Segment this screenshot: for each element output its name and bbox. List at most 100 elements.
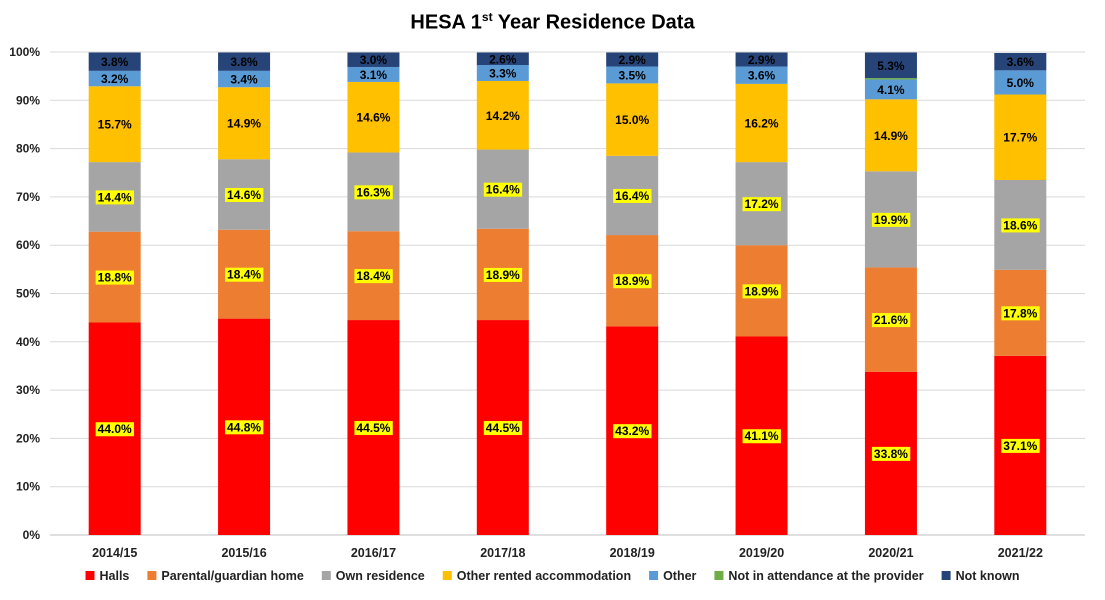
data-label-text: 17.7% bbox=[1003, 131, 1037, 145]
data-label-text: 16.2% bbox=[745, 117, 779, 131]
bar-segment bbox=[476, 52, 529, 66]
data-label: 14.6% bbox=[225, 187, 264, 202]
data-label-text: 3.2% bbox=[101, 72, 129, 86]
data-label: 16.4% bbox=[483, 182, 523, 197]
data-label-text: 14.6% bbox=[356, 111, 390, 125]
legend-label: Halls bbox=[100, 569, 130, 583]
bar-segment bbox=[864, 99, 917, 172]
legend-swatch bbox=[714, 571, 724, 580]
data-label-highlight bbox=[742, 197, 781, 212]
data-label-highlight bbox=[95, 270, 135, 285]
data-labels: 44.0% 18.8% 14.4% 15.7% 3.2% 3.8% 44.8% 18.4% 14… bbox=[95, 52, 1040, 461]
data-label-highlight bbox=[613, 424, 652, 439]
legend-item: Other rented accommodation bbox=[442, 569, 631, 583]
data-label: 3.8% bbox=[230, 55, 258, 69]
bar-segment bbox=[476, 80, 529, 150]
y-tick-label: 60% bbox=[16, 238, 40, 252]
data-label: 17.7% bbox=[1003, 131, 1037, 145]
bar-segment bbox=[735, 52, 788, 67]
data-label: 14.9% bbox=[227, 117, 261, 131]
data-label-text: 18.9% bbox=[745, 284, 779, 298]
y-tick-label: 80% bbox=[16, 142, 40, 156]
chart-title-rest: Year Residence Data bbox=[492, 11, 695, 34]
data-label-text: 3.6% bbox=[748, 69, 776, 83]
x-tick-label: 2016/17 bbox=[351, 546, 396, 560]
x-tick-label: 2014/15 bbox=[92, 546, 137, 560]
data-label-text: 14.9% bbox=[874, 129, 908, 143]
data-label: 3.3% bbox=[489, 67, 517, 81]
data-label: 3.5% bbox=[619, 68, 647, 82]
data-label: 33.8% bbox=[871, 446, 911, 461]
data-label-text: 44.0% bbox=[98, 422, 132, 436]
y-axis-ticks: 0% 10% 20% 30% 40% 50% 60% 70% 80% 90% 100% bbox=[9, 45, 40, 542]
bar-segment bbox=[218, 70, 271, 88]
legend: Halls Parental/guardian home Own residence… bbox=[85, 569, 1020, 583]
data-label-highlight bbox=[95, 190, 135, 205]
data-label-text: 15.7% bbox=[98, 118, 132, 132]
y-tick-label: 20% bbox=[16, 431, 40, 445]
x-tick-label: 2017/18 bbox=[480, 546, 525, 560]
y-tick-label: 90% bbox=[16, 93, 40, 107]
data-label: 3.0% bbox=[360, 53, 388, 67]
bar-segment bbox=[347, 81, 400, 153]
data-label: 19.9% bbox=[871, 212, 911, 227]
bar-segment bbox=[347, 52, 400, 67]
bar-segment bbox=[735, 83, 788, 163]
data-label-highlight bbox=[354, 421, 393, 436]
bar-segment bbox=[88, 70, 141, 87]
data-label-highlight bbox=[354, 185, 393, 200]
bar-segment bbox=[994, 94, 1047, 180]
bar-segment bbox=[218, 52, 271, 71]
y-tick-label: 100% bbox=[9, 45, 40, 59]
data-label-text: 14.2% bbox=[486, 109, 520, 123]
data-label-text: 33.8% bbox=[874, 447, 908, 461]
data-label: 18.4% bbox=[354, 269, 393, 284]
x-tick-label: 2015/16 bbox=[221, 546, 266, 560]
data-label-highlight bbox=[1001, 218, 1040, 233]
data-label: 3.6% bbox=[1007, 55, 1035, 69]
data-label-text: 18.9% bbox=[486, 268, 520, 282]
data-label: 3.1% bbox=[360, 68, 388, 82]
data-label-text: 2.9% bbox=[748, 53, 776, 67]
data-label: 43.2% bbox=[613, 424, 652, 439]
data-label-text: 44.5% bbox=[486, 421, 520, 435]
data-label: 18.4% bbox=[225, 267, 264, 282]
x-axis-ticks: 2014/15 2015/16 2016/17 2017/18 2018/19 2019/… bbox=[92, 546, 1043, 560]
data-label: 15.7% bbox=[98, 118, 132, 132]
data-label-highlight bbox=[483, 421, 523, 436]
data-label-text: 3.0% bbox=[360, 53, 388, 67]
x-tick-label: 2020/21 bbox=[868, 546, 913, 560]
legend-label: Not known bbox=[956, 569, 1020, 583]
data-label-highlight bbox=[742, 284, 781, 299]
data-label-text: 14.9% bbox=[227, 117, 261, 131]
data-label-text: 3.3% bbox=[489, 67, 517, 81]
data-label-highlight bbox=[613, 274, 652, 289]
legend-label: Parental/guardian home bbox=[161, 569, 303, 583]
bar-segment bbox=[864, 52, 917, 79]
bar-segment bbox=[994, 70, 1047, 95]
bar-segment bbox=[88, 86, 141, 163]
data-label-text: 43.2% bbox=[615, 424, 649, 438]
legend-swatch bbox=[649, 571, 659, 580]
data-label: 3.2% bbox=[101, 72, 129, 86]
data-label-text: 18.9% bbox=[615, 274, 649, 288]
data-label-text: 2.6% bbox=[489, 52, 517, 66]
data-label: 41.1% bbox=[742, 429, 781, 444]
data-label-text: 3.5% bbox=[619, 68, 647, 82]
data-label-highlight bbox=[225, 420, 264, 435]
data-label: 16.3% bbox=[354, 185, 393, 200]
bar-segment bbox=[218, 87, 271, 160]
data-label-highlight bbox=[483, 267, 523, 282]
data-label-highlight bbox=[225, 187, 264, 202]
data-label-text: 41.1% bbox=[745, 429, 779, 443]
y-tick-label: 50% bbox=[16, 287, 40, 301]
data-label-text: 16.4% bbox=[615, 189, 649, 203]
legend-swatch bbox=[147, 571, 157, 580]
y-tick-label: 40% bbox=[16, 335, 40, 349]
legend-item: Not in attendance at the provider bbox=[714, 569, 924, 583]
bar-segment bbox=[347, 66, 400, 82]
data-label: 2.9% bbox=[619, 53, 647, 67]
data-label: 44.8% bbox=[225, 420, 264, 435]
legend-item: Parental/guardian home bbox=[147, 569, 304, 583]
legend-label: Not in attendance at the provider bbox=[728, 569, 923, 583]
